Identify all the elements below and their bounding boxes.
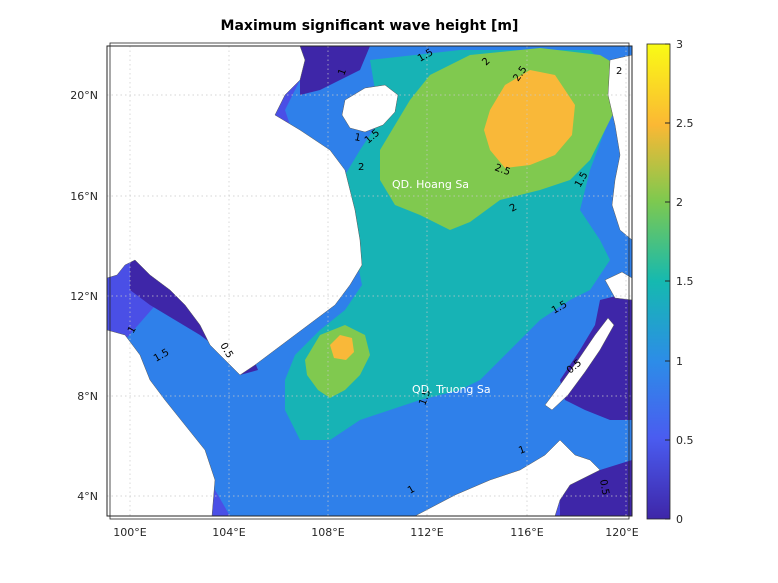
lon-tick-label: 112°E	[410, 526, 443, 539]
contour-label: 1.5	[417, 388, 433, 407]
lat-tick-label: 8°N	[77, 390, 98, 403]
map-frame	[106, 45, 633, 517]
contour-band-2m-south	[305, 325, 370, 398]
colorbar-ticks: 3 2.5 2 1.5 1 0.5 0	[665, 38, 694, 526]
lon-tick-labels: 100°E 104°E 108°E 112°E 116°E 120°E	[113, 526, 638, 539]
contour-label: 1	[406, 484, 417, 497]
contour-band-0.5m-east	[560, 295, 632, 420]
contour-label: 1	[353, 132, 361, 144]
land-mindoro-area	[604, 271, 632, 301]
lon-tick-label: 116°E	[510, 526, 543, 539]
land-malay-peninsula	[107, 329, 216, 516]
contour-band-2.5m	[484, 70, 575, 168]
place-label-truong-sa: QD. Truong Sa	[412, 383, 491, 396]
contour-band-2.5m-south	[330, 335, 354, 360]
place-label-hoang-sa: QD. Hoang Sa	[392, 178, 469, 191]
land-borneo	[414, 439, 601, 516]
contour-label: 0.5	[597, 479, 611, 497]
contour-label: 2	[358, 162, 364, 173]
colorbar-tick-label: 1.5	[676, 275, 694, 288]
colorbar-tick-label: 1	[676, 355, 683, 368]
lat-tick-label: 20°N	[70, 89, 98, 102]
colorbar-tick-label: 0	[676, 513, 683, 526]
lon-tick-label: 104°E	[212, 526, 245, 539]
land-mainland	[107, 46, 363, 376]
contour-label: 1	[336, 67, 349, 77]
lat-tick-label: 16°N	[70, 190, 98, 203]
contour-label: 1	[126, 324, 139, 335]
colorbar-tick-label: 0.5	[676, 434, 694, 447]
lon-tick-label: 108°E	[311, 526, 344, 539]
lon-tick-label: 120°E	[605, 526, 638, 539]
lat-tick-labels: 20°N 16°N 12°N 8°N 4°N	[70, 89, 98, 503]
lat-tick-label: 12°N	[70, 290, 98, 303]
contour-band-0.5m-north	[300, 46, 370, 95]
land-palawan	[544, 317, 615, 411]
lat-tick-label: 4°N	[77, 490, 98, 503]
colorbar-tick-label: 2.5	[676, 117, 694, 130]
colorbar-tick-label: 3	[676, 38, 683, 51]
contour-label: 2	[508, 202, 519, 215]
colorbar-tick-label: 2	[676, 196, 683, 209]
map-border-ticks	[109, 42, 630, 520]
contour-label: 2.5	[493, 162, 512, 178]
map-title: Maximum significant wave height [m]	[220, 18, 519, 34]
map-area: 2.52.522221.51.51.51.51.51.5111110.50.50…	[107, 46, 632, 516]
graticule	[107, 46, 632, 516]
land-hainan	[341, 84, 399, 133]
contour-label: 2	[616, 66, 622, 77]
contour-label: 1	[517, 444, 527, 457]
lon-tick-label: 100°E	[113, 526, 146, 539]
contour-band-0.5m-se	[560, 460, 632, 516]
